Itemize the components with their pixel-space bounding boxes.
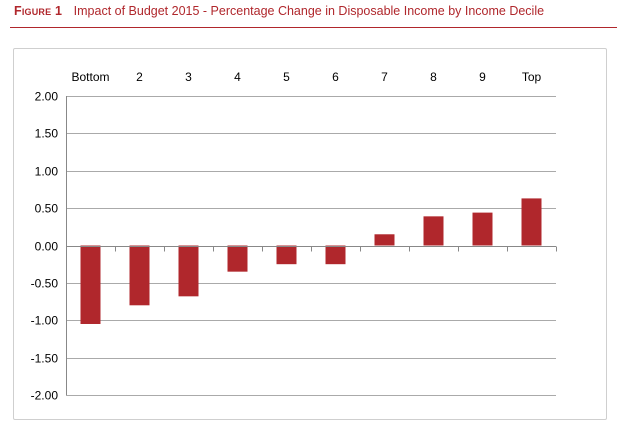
figure-label: Figure 1 xyxy=(14,4,63,18)
y-tick-label: -2.00 xyxy=(31,389,59,403)
y-tick-label: -1.00 xyxy=(31,314,59,328)
bar-2 xyxy=(129,245,150,306)
axes xyxy=(66,96,557,395)
category-label: 6 xyxy=(332,70,339,84)
y-tick-label: -1.50 xyxy=(31,352,59,366)
figure-title: Impact of Budget 2015 - Percentage Chang… xyxy=(73,4,545,18)
category-label: 3 xyxy=(185,70,192,84)
category-label: 9 xyxy=(479,70,486,84)
figure-header: Figure 1 Impact of Budget 2015 - Percent… xyxy=(14,4,614,24)
y-tick-label: -0.50 xyxy=(31,277,59,291)
y-tick-label: 2.00 xyxy=(35,90,59,104)
category-labels: Bottom 2 3 4 5 6 7 8 9 Top xyxy=(71,70,541,84)
bar-4 xyxy=(227,245,248,272)
bar-5 xyxy=(276,245,297,265)
bar-3 xyxy=(178,245,199,297)
bar-bottom xyxy=(80,245,101,324)
category-label: Top xyxy=(522,70,542,84)
y-tick-label: 1.00 xyxy=(35,165,59,179)
y-tick-label: 1.50 xyxy=(35,127,59,141)
bar-9 xyxy=(472,212,493,246)
chart-frame: 2.00 1.50 1.00 0.50 0.00 -0.50 -1.00 -1.50 -2.00… xyxy=(13,48,607,420)
bars xyxy=(80,198,542,324)
bar-top xyxy=(521,198,542,246)
category-label: 8 xyxy=(430,70,437,84)
y-tick-label: 0.00 xyxy=(35,240,59,254)
y-axis-tick-labels: 2.00 1.50 1.00 0.50 0.00 -0.50 -1.00 -1.50 -2.00 xyxy=(31,90,59,403)
bar-7 xyxy=(374,234,395,246)
bar-6 xyxy=(325,245,346,265)
category-label: 7 xyxy=(381,70,388,84)
bar-chart: 2.00 1.50 1.00 0.50 0.00 -0.50 -1.00 -1.50 -2.00… xyxy=(31,70,557,403)
title-underline xyxy=(10,27,617,28)
y-tick-label: 0.50 xyxy=(35,202,59,216)
category-label: 4 xyxy=(234,70,241,84)
category-label: 5 xyxy=(283,70,290,84)
bar-8 xyxy=(423,216,444,246)
category-label: 2 xyxy=(136,70,143,84)
category-label: Bottom xyxy=(71,70,109,84)
